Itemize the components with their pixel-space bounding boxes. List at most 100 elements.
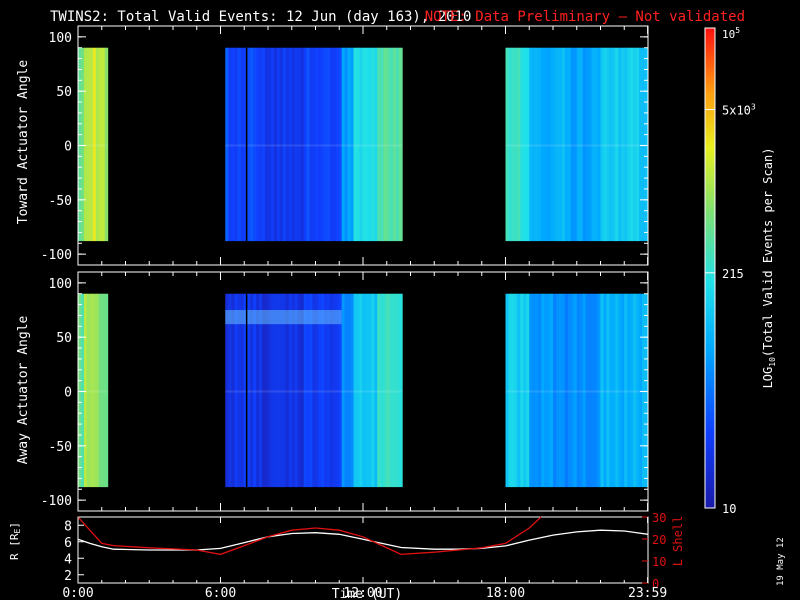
figure-title: TWINS2: Total Valid Events: 12 Jun (day … [50, 9, 471, 25]
y-tick-label: 0 [64, 386, 72, 401]
heatmap-column [550, 47, 554, 242]
heatmap-column [633, 293, 637, 488]
heatmap-column [265, 47, 269, 242]
heatmap-column [538, 293, 542, 488]
y-tick-label: -100 [41, 248, 72, 263]
heatmap-column [89, 47, 94, 242]
heatmap-column [558, 47, 563, 242]
heatmap-column [567, 47, 572, 242]
y-tick-label: 2 [64, 569, 72, 584]
heatmap-column [268, 47, 272, 242]
x-tick-label: 12:00 [343, 586, 382, 600]
heatmap-column [259, 47, 263, 242]
heatmap-column [612, 293, 616, 488]
time-xlabel: Time (UT) [332, 587, 402, 600]
heatmap-column [639, 47, 643, 242]
heatmap-column [237, 293, 242, 488]
heatmap-column [279, 47, 284, 242]
heatmap-column [399, 47, 403, 242]
heatmap-column [335, 293, 340, 488]
preliminary-note: NOTE: Data Preliminary – Not validated [425, 9, 745, 25]
heatmap-center-band [505, 144, 648, 147]
heatmap-column [312, 47, 316, 242]
heatmap-column [365, 47, 369, 242]
heatmap-column [86, 293, 91, 488]
heatmap-column [291, 293, 296, 488]
heatmap-column [344, 293, 349, 488]
heatmap-column [243, 293, 248, 488]
heatmap-column [558, 293, 563, 488]
heatmap-column [624, 47, 628, 242]
y-tick-label: 4 [64, 552, 72, 567]
heatmap-column [597, 47, 601, 242]
heatmap-column [576, 293, 581, 488]
heatmap-column [600, 293, 604, 488]
heatmap-column [368, 293, 372, 488]
heatmap-column [321, 47, 325, 242]
x-tick-label: 23:59 [628, 586, 667, 600]
heatmap-column [526, 293, 530, 488]
heatmap-column [553, 293, 557, 488]
heatmap-column [624, 293, 628, 488]
heatmap-column [353, 47, 357, 242]
lshell-ylabel: L Shell [671, 516, 685, 567]
heatmap-column [356, 47, 360, 242]
heatmap-column [332, 293, 337, 488]
heatmap-column [347, 47, 352, 242]
heatmap-column [392, 293, 397, 488]
heatmap-column [621, 293, 625, 488]
heatmap-column [508, 293, 512, 488]
heatmap-column [228, 47, 232, 242]
colorbar-tick-label: 215 [722, 267, 744, 281]
x-tick-label: 0:00 [62, 586, 93, 600]
x-tick-label: 6:00 [205, 586, 236, 600]
heatmap-column [315, 47, 319, 242]
heatmap-column [341, 293, 346, 488]
heatmap-column [285, 47, 290, 242]
y-tick-label: 100 [49, 277, 72, 292]
heatmap-center-band [225, 390, 403, 393]
heatmap-column [347, 293, 352, 488]
heatmap-column [300, 293, 305, 488]
away-angle-panel: 100 50 0 -50 -100 [41, 271, 649, 512]
heatmap-column [338, 293, 343, 488]
heatmap-column [585, 293, 590, 488]
heatmap-column [544, 47, 548, 242]
heatmap-column [240, 47, 245, 242]
heatmap-column [329, 293, 334, 488]
heatmap-column [312, 293, 316, 488]
heatmap-column [547, 47, 551, 242]
heatmap-column [253, 47, 257, 242]
heatmap-column [80, 293, 85, 488]
heatmap-column [225, 47, 229, 242]
away-angle-ylabel: Away Actuator Angle [16, 315, 31, 464]
heatmap-column [362, 47, 366, 242]
heatmap-column [273, 293, 278, 488]
heatmap-column [520, 293, 524, 488]
heatmap-column [517, 293, 521, 488]
heatmap-column [505, 293, 509, 488]
heatmap-column [332, 47, 337, 242]
heatmap-column [630, 293, 634, 488]
heatmap-column [374, 47, 378, 242]
heatmap-column [511, 47, 515, 242]
heatmap-column [306, 293, 310, 488]
heatmap-column [603, 47, 607, 242]
heatmap-column [329, 47, 334, 242]
heatmap-column [92, 293, 97, 488]
heatmap-column [318, 293, 322, 488]
heatmap-column [377, 47, 381, 242]
heatmap-column [630, 47, 634, 242]
heatmap-column [615, 47, 619, 242]
heatmap-column [603, 293, 607, 488]
radius-line [77, 529, 649, 551]
heatmap-column [246, 293, 251, 488]
heatmap-column [505, 47, 509, 242]
y-tick-label: -50 [49, 194, 72, 209]
heatmap-column [89, 293, 94, 488]
heatmap-column [523, 47, 527, 242]
heatmap-column [341, 47, 346, 242]
heatmap-column [514, 293, 518, 488]
heatmap-column [101, 293, 106, 488]
